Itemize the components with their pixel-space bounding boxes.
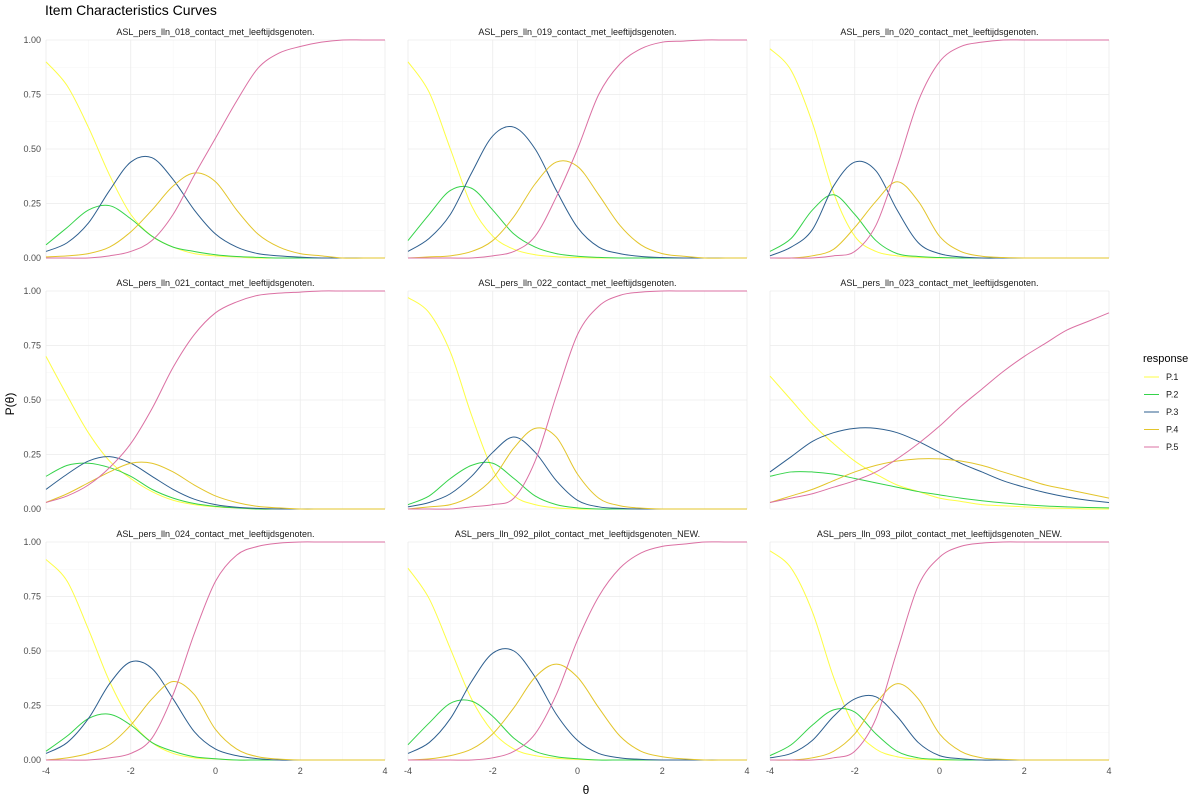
panel-3: ASL_pers_lln_020_contact_met_leeftijdsge… <box>769 27 1110 259</box>
curve-p5 <box>45 541 385 761</box>
y-tick-label: 0.50 <box>23 144 41 154</box>
curve-p3 <box>407 126 747 259</box>
y-tick-label: 0.75 <box>23 90 41 100</box>
curve-p4 <box>45 681 385 761</box>
curve-p4 <box>407 427 747 510</box>
panel-5: ASL_pers_lln_022_contact_met_leeftijdsge… <box>407 278 748 510</box>
y-tick-label: 0.00 <box>23 504 41 514</box>
panel-title: ASL_pers_lln_024_contact_met_leeftijdsge… <box>116 529 314 539</box>
y-tick-label: 0.00 <box>23 755 41 765</box>
curve-p3 <box>769 427 1110 503</box>
x-tick-label: 2 <box>1022 766 1027 776</box>
curve-p5 <box>769 39 1109 259</box>
x-tick-label: -4 <box>766 766 774 776</box>
curve-p5 <box>407 39 747 259</box>
curve-p5 <box>407 541 747 761</box>
legend-label: P.1 <box>1166 372 1178 382</box>
legend: response P.1 P.2 P.3 P.4 P.5 <box>1143 353 1188 452</box>
y-tick-label: 0.25 <box>23 450 41 460</box>
y-tick-label: 0.50 <box>23 395 41 405</box>
curve-p5 <box>769 541 1109 761</box>
curve-p4 <box>769 683 1109 761</box>
curve-p2 <box>769 471 1110 509</box>
panel-6: ASL_pers_lln_023_contact_met_leeftijdsge… <box>769 278 1110 510</box>
curve-p1 <box>769 375 1110 510</box>
panel-title: ASL_pers_lln_021_contact_met_leeftijdsge… <box>116 278 314 288</box>
x-tick-label: 2 <box>660 766 665 776</box>
y-tick-label: 0.25 <box>23 701 41 711</box>
curve-p4 <box>45 461 385 510</box>
curve-p5 <box>45 290 385 503</box>
chart-title: Item Characteristics Curves <box>45 2 217 18</box>
curve-p4 <box>407 160 747 259</box>
y-tick-label: 1.00 <box>23 35 41 45</box>
x-tick-label: 4 <box>744 766 749 776</box>
legend-label: P.3 <box>1166 407 1178 417</box>
x-tick-label: 0 <box>213 766 218 776</box>
panel-1: ASL_pers_lln_018_contact_met_leeftijdsge… <box>23 27 386 263</box>
x-tick-label: -2 <box>851 766 859 776</box>
x-tick-label: -2 <box>127 766 135 776</box>
curve-p4 <box>407 663 747 761</box>
legend-title: response <box>1143 353 1188 365</box>
y-tick-label: 0.00 <box>23 253 41 263</box>
panel-2: ASL_pers_lln_019_contact_met_leeftijdsge… <box>407 27 748 259</box>
y-tick-label: 0.50 <box>23 646 41 656</box>
panel-7: ASL_pers_lln_024_contact_met_leeftijdsge… <box>23 529 387 776</box>
panel-title: ASL_pers_lln_092_pilot_contact_met_leeft… <box>455 529 700 539</box>
y-tick-label: 0.75 <box>23 592 41 602</box>
panel-title: ASL_pers_lln_020_contact_met_leeftijdsge… <box>840 27 1038 37</box>
panel-title: ASL_pers_lln_019_contact_met_leeftijdsge… <box>478 27 676 37</box>
x-tick-label: 0 <box>937 766 942 776</box>
panel-8: ASL_pers_lln_092_pilot_contact_met_leeft… <box>404 529 750 776</box>
y-tick-label: 0.25 <box>23 199 41 209</box>
y-tick-label: 0.75 <box>23 341 41 351</box>
x-axis-title: θ <box>583 783 590 797</box>
curve-p4 <box>769 458 1110 503</box>
legend-label: P.5 <box>1166 442 1178 452</box>
curve-p5 <box>407 290 747 510</box>
x-tick-label: -4 <box>404 766 412 776</box>
facet-panels: ASL_pers_lln_018_contact_met_leeftijdsge… <box>23 27 1111 776</box>
legend-label: P.4 <box>1166 425 1178 435</box>
panel-4: ASL_pers_lln_021_contact_met_leeftijdsge… <box>23 278 386 514</box>
curve-p3 <box>45 155 385 259</box>
curve-p4 <box>45 172 385 259</box>
curve-p4 <box>769 181 1109 259</box>
x-tick-label: 2 <box>298 766 303 776</box>
x-tick-label: -2 <box>489 766 497 776</box>
x-tick-label: -4 <box>42 766 50 776</box>
y-tick-label: 1.00 <box>23 286 41 296</box>
y-tick-label: 1.00 <box>23 537 41 547</box>
x-tick-label: 4 <box>1106 766 1111 776</box>
panel-title: ASL_pers_lln_022_contact_met_leeftijdsge… <box>478 278 676 288</box>
legend-label: P.2 <box>1166 390 1178 400</box>
panel-9: ASL_pers_lln_093_pilot_contact_met_leeft… <box>766 529 1112 776</box>
x-tick-label: 4 <box>382 766 387 776</box>
x-tick-label: 0 <box>575 766 580 776</box>
y-axis-title: P(θ) <box>3 393 17 416</box>
curve-p5 <box>769 312 1110 503</box>
panel-title: ASL_pers_lln_023_contact_met_leeftijdsge… <box>840 278 1038 288</box>
curve-p5 <box>45 39 385 259</box>
curve-p3 <box>407 648 747 761</box>
panel-title: ASL_pers_lln_093_pilot_contact_met_leeft… <box>817 529 1062 539</box>
panel-title: ASL_pers_lln_018_contact_met_leeftijdsge… <box>116 27 314 37</box>
